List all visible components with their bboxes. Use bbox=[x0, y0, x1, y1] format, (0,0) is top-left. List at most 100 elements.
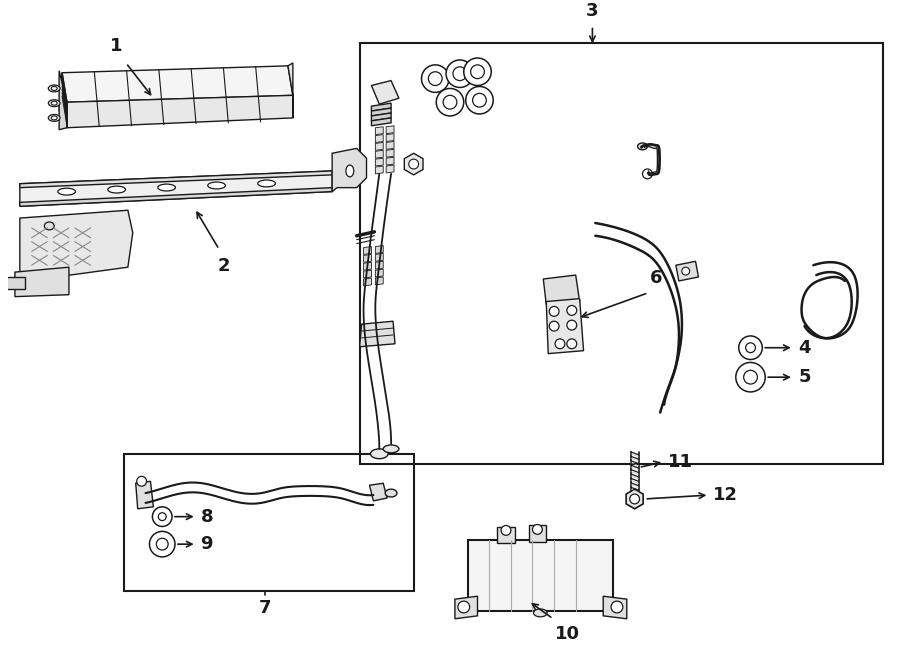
Polygon shape bbox=[375, 254, 383, 261]
Text: 5: 5 bbox=[798, 368, 811, 386]
Ellipse shape bbox=[208, 182, 225, 189]
Circle shape bbox=[743, 370, 758, 384]
Polygon shape bbox=[386, 150, 394, 157]
Ellipse shape bbox=[534, 609, 547, 617]
Circle shape bbox=[643, 169, 652, 179]
Circle shape bbox=[446, 60, 473, 87]
Polygon shape bbox=[372, 118, 392, 126]
Text: 4: 4 bbox=[798, 339, 811, 357]
Ellipse shape bbox=[49, 115, 60, 121]
Circle shape bbox=[453, 67, 467, 81]
Bar bbox=[528, 524, 546, 542]
Circle shape bbox=[567, 305, 577, 315]
Polygon shape bbox=[370, 483, 387, 501]
Polygon shape bbox=[386, 126, 394, 134]
Polygon shape bbox=[364, 246, 372, 254]
Circle shape bbox=[472, 93, 486, 107]
Polygon shape bbox=[364, 262, 372, 270]
Ellipse shape bbox=[51, 87, 58, 91]
Ellipse shape bbox=[108, 186, 125, 193]
Circle shape bbox=[152, 507, 172, 526]
Polygon shape bbox=[626, 489, 644, 509]
Polygon shape bbox=[386, 134, 394, 142]
Polygon shape bbox=[375, 277, 383, 285]
Polygon shape bbox=[288, 63, 292, 118]
Ellipse shape bbox=[58, 188, 76, 195]
Ellipse shape bbox=[49, 85, 60, 92]
Ellipse shape bbox=[51, 116, 58, 120]
Text: 12: 12 bbox=[713, 486, 738, 504]
Ellipse shape bbox=[44, 222, 54, 230]
Circle shape bbox=[464, 58, 491, 85]
Polygon shape bbox=[375, 269, 383, 277]
Text: 8: 8 bbox=[201, 508, 213, 526]
Bar bbox=[124, 453, 414, 591]
Polygon shape bbox=[375, 126, 383, 134]
Text: 6: 6 bbox=[650, 269, 662, 287]
Polygon shape bbox=[375, 246, 383, 254]
Polygon shape bbox=[375, 142, 383, 150]
Text: 2: 2 bbox=[218, 258, 230, 275]
Polygon shape bbox=[372, 108, 392, 116]
Text: 9: 9 bbox=[201, 535, 213, 553]
Polygon shape bbox=[5, 277, 24, 289]
Polygon shape bbox=[364, 278, 372, 286]
Polygon shape bbox=[136, 481, 153, 509]
Bar bbox=[360, 43, 883, 463]
Circle shape bbox=[458, 601, 470, 613]
Circle shape bbox=[533, 524, 543, 534]
Circle shape bbox=[436, 89, 464, 116]
Circle shape bbox=[158, 512, 166, 520]
Polygon shape bbox=[20, 171, 332, 187]
Polygon shape bbox=[15, 267, 69, 297]
Text: 11: 11 bbox=[668, 453, 693, 471]
Polygon shape bbox=[454, 596, 478, 619]
Ellipse shape bbox=[257, 180, 275, 187]
Polygon shape bbox=[386, 157, 394, 165]
Polygon shape bbox=[375, 134, 383, 142]
Polygon shape bbox=[544, 275, 580, 305]
Polygon shape bbox=[20, 211, 133, 282]
Ellipse shape bbox=[49, 100, 60, 107]
Text: 3: 3 bbox=[586, 2, 598, 20]
Circle shape bbox=[149, 532, 175, 557]
Polygon shape bbox=[372, 103, 392, 111]
Circle shape bbox=[549, 321, 559, 331]
Ellipse shape bbox=[383, 445, 399, 453]
Polygon shape bbox=[360, 321, 395, 347]
Polygon shape bbox=[375, 158, 383, 166]
Polygon shape bbox=[59, 73, 67, 128]
Text: 1: 1 bbox=[110, 37, 122, 55]
Ellipse shape bbox=[385, 489, 397, 497]
Circle shape bbox=[157, 538, 168, 550]
Polygon shape bbox=[603, 596, 626, 619]
Bar bbox=[497, 528, 515, 543]
Bar bbox=[468, 540, 613, 611]
Circle shape bbox=[745, 343, 755, 353]
Circle shape bbox=[567, 320, 577, 330]
Circle shape bbox=[443, 95, 457, 109]
Text: 10: 10 bbox=[555, 625, 580, 643]
Polygon shape bbox=[546, 299, 583, 354]
Circle shape bbox=[736, 363, 765, 392]
Polygon shape bbox=[59, 71, 67, 130]
Circle shape bbox=[682, 267, 689, 275]
Circle shape bbox=[428, 71, 442, 85]
Polygon shape bbox=[375, 166, 383, 174]
Ellipse shape bbox=[346, 165, 354, 177]
Polygon shape bbox=[67, 95, 292, 128]
Circle shape bbox=[465, 87, 493, 114]
Circle shape bbox=[421, 65, 449, 93]
Circle shape bbox=[555, 339, 565, 349]
Polygon shape bbox=[676, 261, 698, 281]
Polygon shape bbox=[375, 150, 383, 158]
Circle shape bbox=[409, 159, 419, 169]
Polygon shape bbox=[62, 66, 292, 102]
Circle shape bbox=[567, 339, 577, 349]
Polygon shape bbox=[364, 270, 372, 278]
Polygon shape bbox=[364, 254, 372, 262]
Circle shape bbox=[630, 494, 640, 504]
Circle shape bbox=[137, 477, 147, 486]
Polygon shape bbox=[20, 187, 332, 207]
Circle shape bbox=[549, 307, 559, 316]
